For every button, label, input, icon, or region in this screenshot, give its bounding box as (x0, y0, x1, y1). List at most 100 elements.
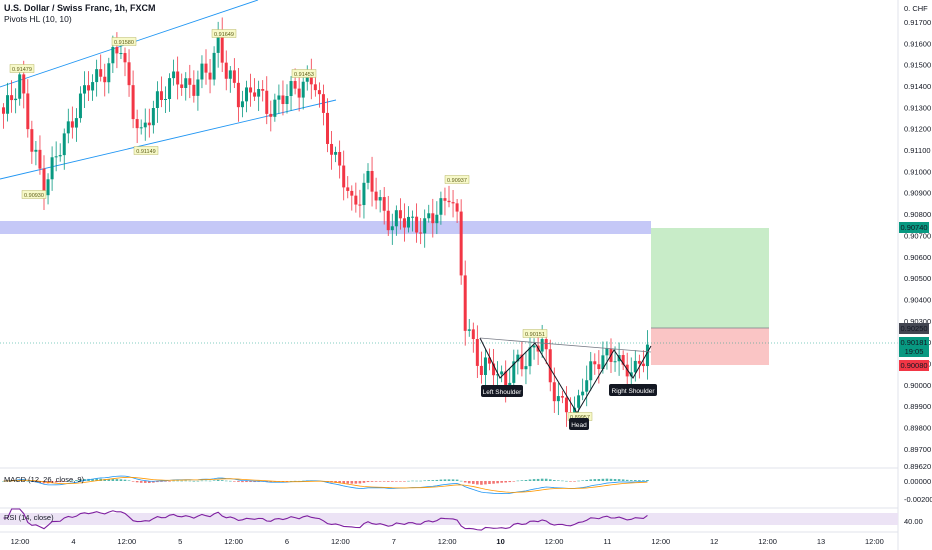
candle-body (488, 357, 491, 364)
candle-body (374, 191, 378, 201)
candle-body (451, 202, 455, 204)
macd-histogram-bar (119, 479, 123, 481)
candle-body (74, 118, 78, 128)
rsi-line (3, 508, 648, 531)
macd-histogram-bar (160, 481, 163, 482)
macd-histogram-bar (378, 481, 382, 482)
svg-text:Left Shoulder: Left Shoulder (483, 389, 523, 396)
time-axis-label: 4 (71, 537, 75, 546)
macd-histogram-bar (131, 481, 135, 482)
candle-body (62, 133, 66, 156)
candle-body (585, 380, 589, 392)
macd-histogram-bar (338, 481, 341, 484)
candle-body (111, 47, 115, 64)
price-axis-label: 0.89800 (904, 424, 931, 433)
macd-histogram-bar (245, 481, 248, 483)
svg-text:Head: Head (571, 422, 587, 429)
svg-text:0.90151: 0.90151 (525, 332, 545, 338)
macd-histogram-bar (601, 478, 605, 481)
candle-body (123, 53, 127, 63)
macd-histogram-bar (156, 481, 159, 483)
candle-body (220, 32, 224, 63)
macd-histogram-bar (423, 480, 426, 482)
macd-histogram-bar (111, 478, 115, 481)
time-axis-label: 13 (817, 537, 825, 546)
macd-pane[interactable] (2, 475, 649, 494)
candle-body (459, 211, 463, 276)
macd-histogram-bar (2, 481, 5, 482)
macd-histogram-bar (196, 480, 200, 482)
candle-body (95, 69, 99, 83)
neckline[interactable] (479, 337, 652, 353)
svg-text:0.91453: 0.91453 (294, 72, 314, 78)
candle-body (265, 90, 269, 114)
macd-histogram-bar (504, 481, 507, 483)
macd-histogram-bar (459, 480, 463, 482)
svg-text:0.91479: 0.91479 (12, 67, 32, 73)
macd-histogram-bar (79, 479, 82, 481)
symbol-title[interactable]: U.S. Dollar / Swiss Franc, 1h, FXCM (4, 3, 156, 13)
rsi-pane[interactable] (3, 508, 648, 531)
time-axis-label: 12:00 (438, 537, 457, 546)
candle-body (119, 53, 123, 55)
macd-histogram-bar (139, 481, 143, 483)
macd-histogram-bar (58, 481, 62, 483)
macd-histogram-bar (91, 478, 94, 481)
price-axis-label: 0.91700 (904, 18, 931, 27)
long-position-stop-area[interactable] (651, 328, 769, 365)
macd-histogram-bar (241, 481, 244, 483)
candle-body (200, 63, 204, 80)
macd-histogram-bar (208, 480, 212, 482)
candle-body (605, 348, 609, 356)
long-position-target-area[interactable] (651, 228, 769, 328)
macd-histogram-bar (480, 481, 483, 485)
candle-body (516, 354, 520, 362)
macd-histogram-bar (593, 479, 597, 481)
macd-histogram-bar (528, 479, 532, 481)
macd-histogram-bar (75, 480, 78, 481)
macd-histogram-bar (200, 480, 204, 482)
candle-body (528, 347, 532, 367)
candle-body (641, 363, 645, 367)
candle-body (147, 122, 151, 126)
time-axis[interactable]: 12:00 4 12:00 5 12:00 6 12:00 7 12:00 10 12:00 11 12… (11, 537, 884, 546)
candle-body (346, 187, 350, 191)
candle-body (427, 213, 431, 219)
macd-histogram-bar (589, 479, 593, 481)
macd-histogram-bar (184, 480, 188, 482)
candle-body (184, 78, 188, 88)
target-price-tag: 0.90740 (899, 222, 929, 233)
price-axis-label: 0.91200 (904, 125, 931, 134)
time-axis-label: 12:00 (545, 537, 564, 546)
pivot-label: 0.91149 (133, 146, 159, 155)
indicator-label[interactable]: Pivots HL (10, 10) (4, 14, 72, 24)
candle-body (99, 69, 103, 77)
macd-histogram-bar (95, 478, 98, 481)
pivot-label: 0.90930 (21, 190, 47, 199)
candle-body (548, 349, 552, 383)
price-axis-label: 0.90700 (904, 231, 931, 240)
macd-histogram-bar (597, 479, 601, 481)
macd-histogram-bar (135, 481, 139, 483)
macd-histogram-bar (443, 479, 447, 481)
price-axis-label: 0.91300 (904, 103, 931, 112)
macd-histogram-bar (565, 480, 568, 482)
macd-histogram-bar (403, 481, 406, 482)
macd-histogram-bar (220, 480, 224, 481)
candle-body (151, 108, 155, 126)
candle-body (398, 210, 402, 219)
macd-histogram-bar (386, 481, 390, 482)
time-axis-label: 10 (496, 537, 504, 546)
macd-histogram-bar (71, 480, 74, 482)
macd-axis-zero: 0.00000 (904, 477, 931, 486)
left-shoulder-label: Left Shoulder (481, 385, 523, 397)
macd-histogram-bar (536, 478, 540, 481)
candle-body (143, 122, 147, 128)
candle-body (621, 355, 625, 365)
macd-histogram-bar (609, 478, 613, 481)
resistance-zone[interactable] (0, 221, 651, 234)
price-axis-label: 0.90800 (904, 210, 931, 219)
